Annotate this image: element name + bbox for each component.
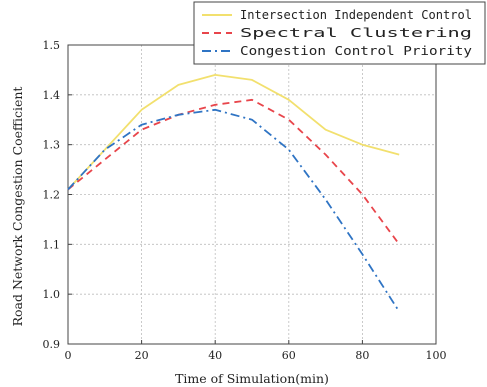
x-tick-label: 0: [65, 349, 72, 362]
series-lines: [67, 74, 400, 313]
series-line-2: [67, 98, 400, 245]
legend-box: [193, 1, 486, 65]
legend: Intersection Independent Control Spectral…: [193, 1, 486, 65]
x-axis-title: Time of Simulation(min): [175, 371, 329, 386]
x-tick-label: 80: [355, 349, 369, 362]
series-line-1: [67, 74, 400, 191]
y-tick-label: 0.9: [43, 338, 61, 351]
y-tick-label: 1.2: [43, 189, 61, 202]
legend-label-3: Congestion Control Priority: [240, 43, 473, 58]
x-tick-label: 20: [135, 349, 149, 362]
x-tick-label: 100: [426, 349, 447, 362]
grid-lines: [68, 45, 436, 344]
y-axis-title: Road Network Congestion Coefficient: [10, 87, 25, 327]
x-tick-label: 40: [208, 349, 222, 362]
x-tick-label: 60: [282, 349, 296, 362]
y-tick-label: 1.4: [43, 89, 61, 102]
y-tick-label: 1.5: [43, 39, 61, 52]
series-line-3: [67, 108, 400, 313]
y-tick-label: 1.3: [43, 139, 61, 152]
y-tick-label: 1.1: [43, 238, 61, 251]
axis-ticks: 0 20 40 60 80 100 0.9 1.0 1.1 1.2 1.3 1.4 1.5: [43, 39, 447, 362]
legend-label-2: Spectral Clustering: [240, 25, 472, 40]
legend-label-1: Intersection Independent Control: [240, 7, 472, 22]
y-tick-label: 1.0: [43, 288, 61, 301]
